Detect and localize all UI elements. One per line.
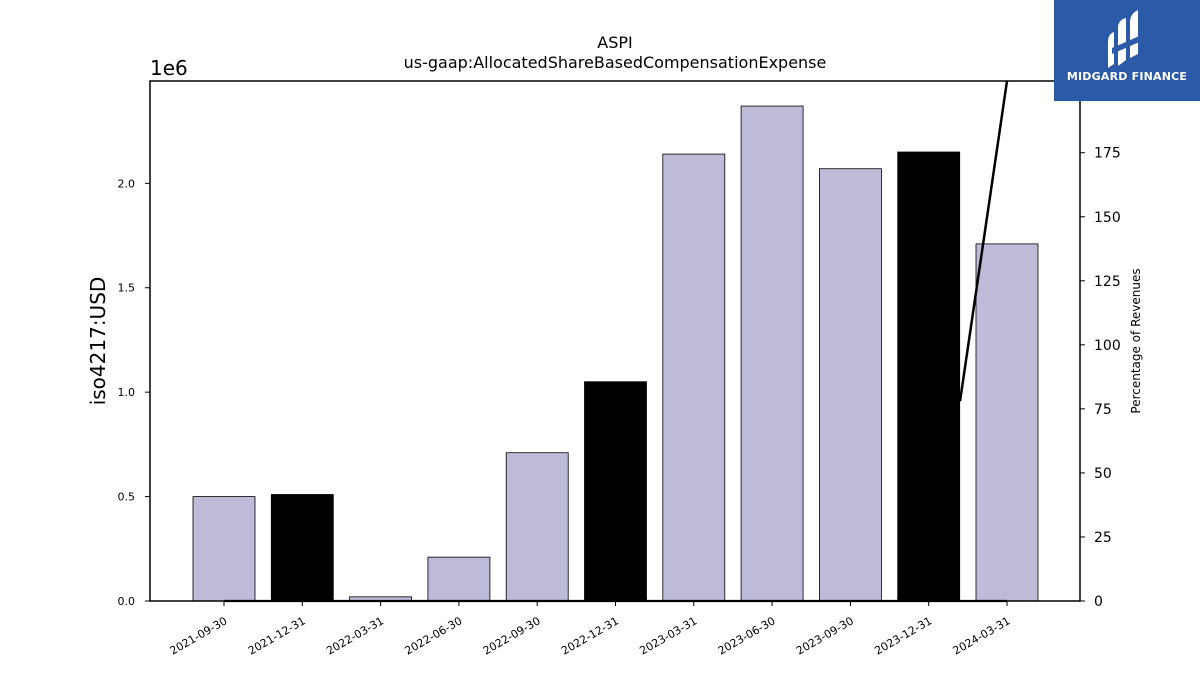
y-axis-label: iso4217:USD: [86, 277, 110, 406]
y2-tick-label: 0: [1094, 594, 1103, 610]
y2-axis-label: Percentage of Revenues: [1129, 268, 1143, 413]
bar-2021-09-30: [192, 496, 256, 602]
bars-group: [192, 105, 1039, 602]
chart-subtitle: us-gaap:AllocatedShareBasedCompensationE…: [404, 53, 827, 72]
y-tick-label: 0.0: [118, 595, 136, 608]
x-tick-label: 2021-12-31: [246, 614, 308, 657]
brand-logo: MIDGARD FINANCE: [1054, 0, 1200, 101]
bar-2022-09-30: [505, 452, 569, 602]
x-tick-label: 2022-12-31: [559, 614, 621, 657]
y2-tick-label: 175: [1094, 146, 1121, 162]
y2-tick-label: 75: [1094, 402, 1112, 418]
bar-2023-12-31: [897, 151, 961, 602]
x-tick-label: 2022-03-31: [324, 614, 386, 657]
y-scale-label: 1e6: [150, 56, 188, 80]
bar-2021-12-31: [270, 494, 334, 602]
plot-frame: [149, 80, 1081, 602]
y2-tick-label: 150: [1094, 210, 1121, 226]
x-tick-label: 2023-12-31: [872, 614, 934, 657]
y2-tick-label: 25: [1094, 530, 1112, 546]
bar-2022-12-31: [584, 381, 647, 602]
logo-text: MIDGARD FINANCE: [1066, 70, 1188, 83]
bar-2023-03-31: [662, 153, 726, 602]
y2-ticks: 0 25 50 75 100 125 150 175: [1080, 146, 1121, 610]
y-ticks: 0.0 0.5 1.0 1.5 2.0: [118, 177, 150, 608]
bar-2024-03-31: [975, 243, 1039, 602]
x-ticks: 2021-09-30 2021-12-31 2022-03-31 2022-06-30…: [168, 601, 1013, 658]
line-series-segment: [958, 80, 1009, 402]
bar-2023-09-30: [819, 168, 882, 602]
x-tick-label: 2022-09-30: [481, 614, 543, 657]
bar-2023-06-30: [740, 105, 804, 602]
y2-tick-label: 100: [1094, 338, 1121, 354]
y-tick-label: 1.5: [118, 282, 136, 295]
x-tick-label: 2021-09-30: [168, 614, 230, 657]
y-tick-label: 0.5: [118, 491, 136, 504]
x-tick-label: 2023-06-30: [716, 614, 778, 657]
y-tick-label: 1.0: [118, 386, 136, 399]
y-tick-label: 2.0: [118, 177, 136, 190]
x-tick-label: 2023-03-31: [637, 614, 699, 657]
x-tick-label: 2022-06-30: [403, 614, 465, 657]
y2-tick-label: 50: [1094, 466, 1112, 482]
x-tick-label: 2023-09-30: [794, 614, 856, 657]
logo-mark-icon: [1108, 10, 1144, 68]
chart-title: ASPI: [597, 33, 632, 52]
bar-2022-06-30: [427, 556, 491, 602]
y2-tick-label: 125: [1094, 274, 1121, 290]
x-tick-label: 2024-03-31: [951, 614, 1013, 657]
